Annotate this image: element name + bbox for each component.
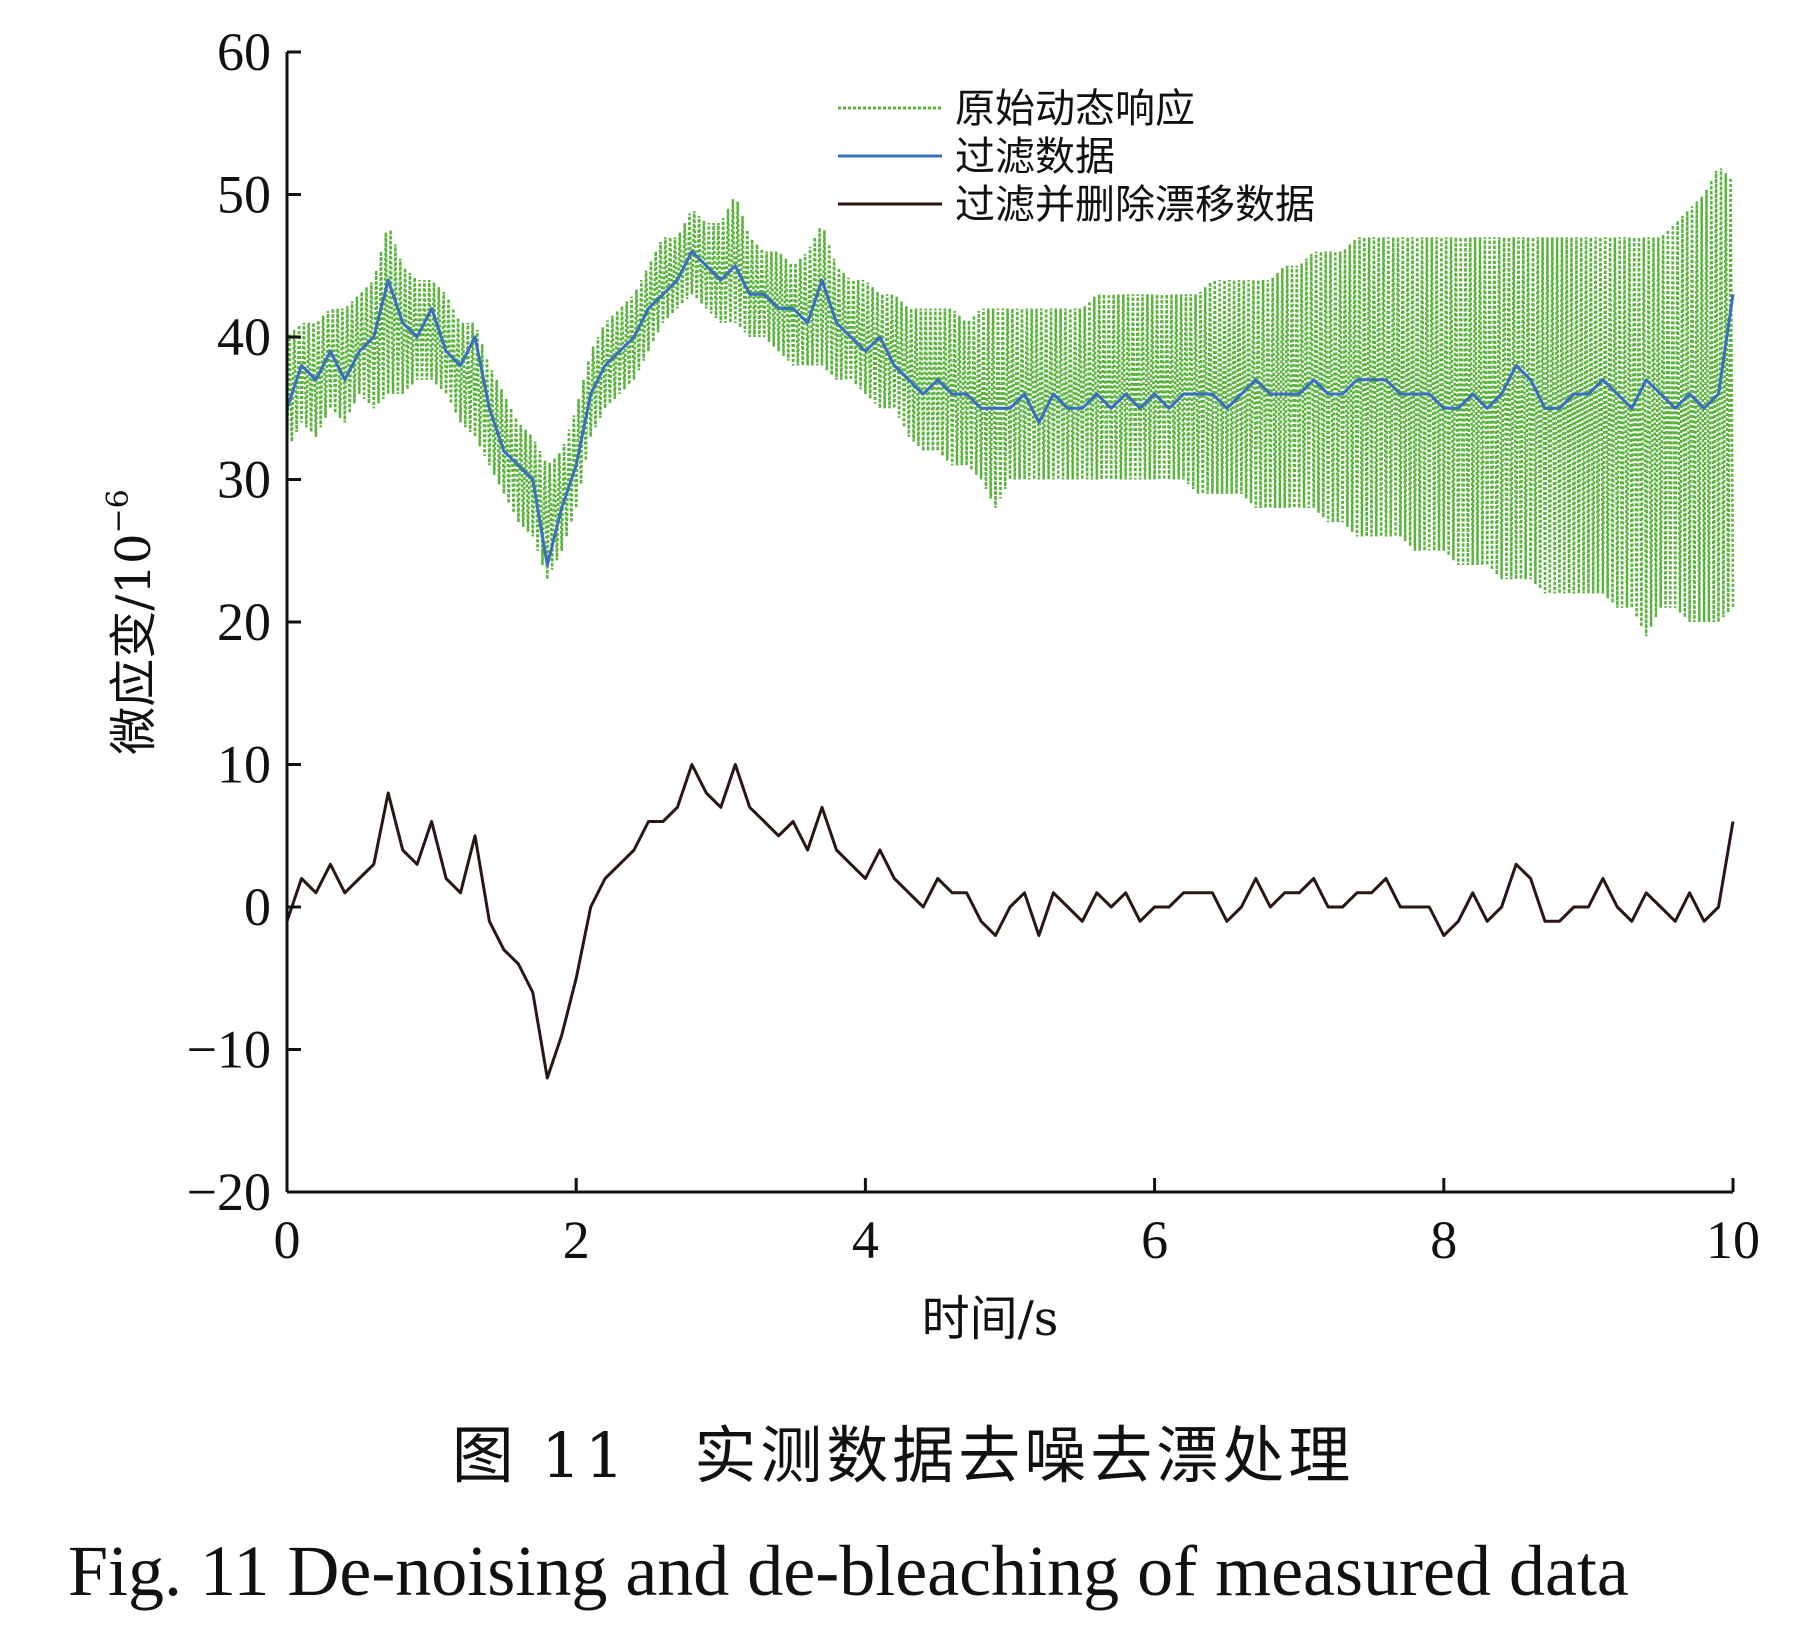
y-tick-label: 10 bbox=[217, 735, 271, 795]
figure-caption-chinese: 图 11 实测数据去噪去漂处理 bbox=[451, 1419, 1355, 1492]
legend-label: 过滤数据 bbox=[955, 134, 1115, 180]
legend-label: 过滤并删除漂移数据 bbox=[955, 182, 1315, 228]
series-line-filtered-drift-removed bbox=[285, 763, 1735, 1080]
y-axis-title-group: 微应变/10−6 bbox=[101, 489, 162, 755]
series-line-raw-response bbox=[285, 168, 1735, 637]
y-tick-label: 40 bbox=[217, 307, 271, 367]
legend-label: 原始动态响应 bbox=[955, 86, 1195, 132]
y-tick-label: 60 bbox=[217, 22, 271, 82]
series-line-filtered bbox=[285, 250, 1735, 567]
y-tick-label: 50 bbox=[217, 165, 271, 225]
y-axis-title-text: 微应变/10 bbox=[106, 533, 162, 754]
chart: 0 2 4 6 8 10 −20 −10 0 10 20 30 40 50 60 原始动态响应过滤数据过滤并… bbox=[101, 22, 1760, 1347]
series-layer bbox=[285, 168, 1735, 1080]
x-tick-label: 10 bbox=[1706, 1210, 1760, 1270]
y-axis-title-exponent: −6 bbox=[101, 489, 136, 533]
x-tick-label: 4 bbox=[852, 1210, 879, 1270]
y-tick-label: −20 bbox=[187, 1162, 271, 1222]
x-tick-label: 8 bbox=[1430, 1210, 1457, 1270]
figure-caption-english: Fig. 11 De-noising and de-bleaching of m… bbox=[68, 1531, 1629, 1611]
y-tick-label: 20 bbox=[217, 592, 271, 652]
x-axis-title: 时间/s bbox=[922, 1291, 1059, 1347]
y-axis-title: 微应变/10−6 bbox=[101, 489, 162, 755]
y-tick-label: 30 bbox=[217, 450, 271, 510]
x-tick-label: 2 bbox=[563, 1210, 590, 1270]
ticks: 0 2 4 6 8 10 −20 −10 0 10 20 30 40 50 60 bbox=[187, 22, 1760, 1270]
y-tick-label: 0 bbox=[244, 877, 271, 937]
x-tick-label: 0 bbox=[274, 1210, 301, 1270]
y-tick-label: −10 bbox=[187, 1020, 271, 1080]
x-tick-label: 6 bbox=[1141, 1210, 1168, 1270]
